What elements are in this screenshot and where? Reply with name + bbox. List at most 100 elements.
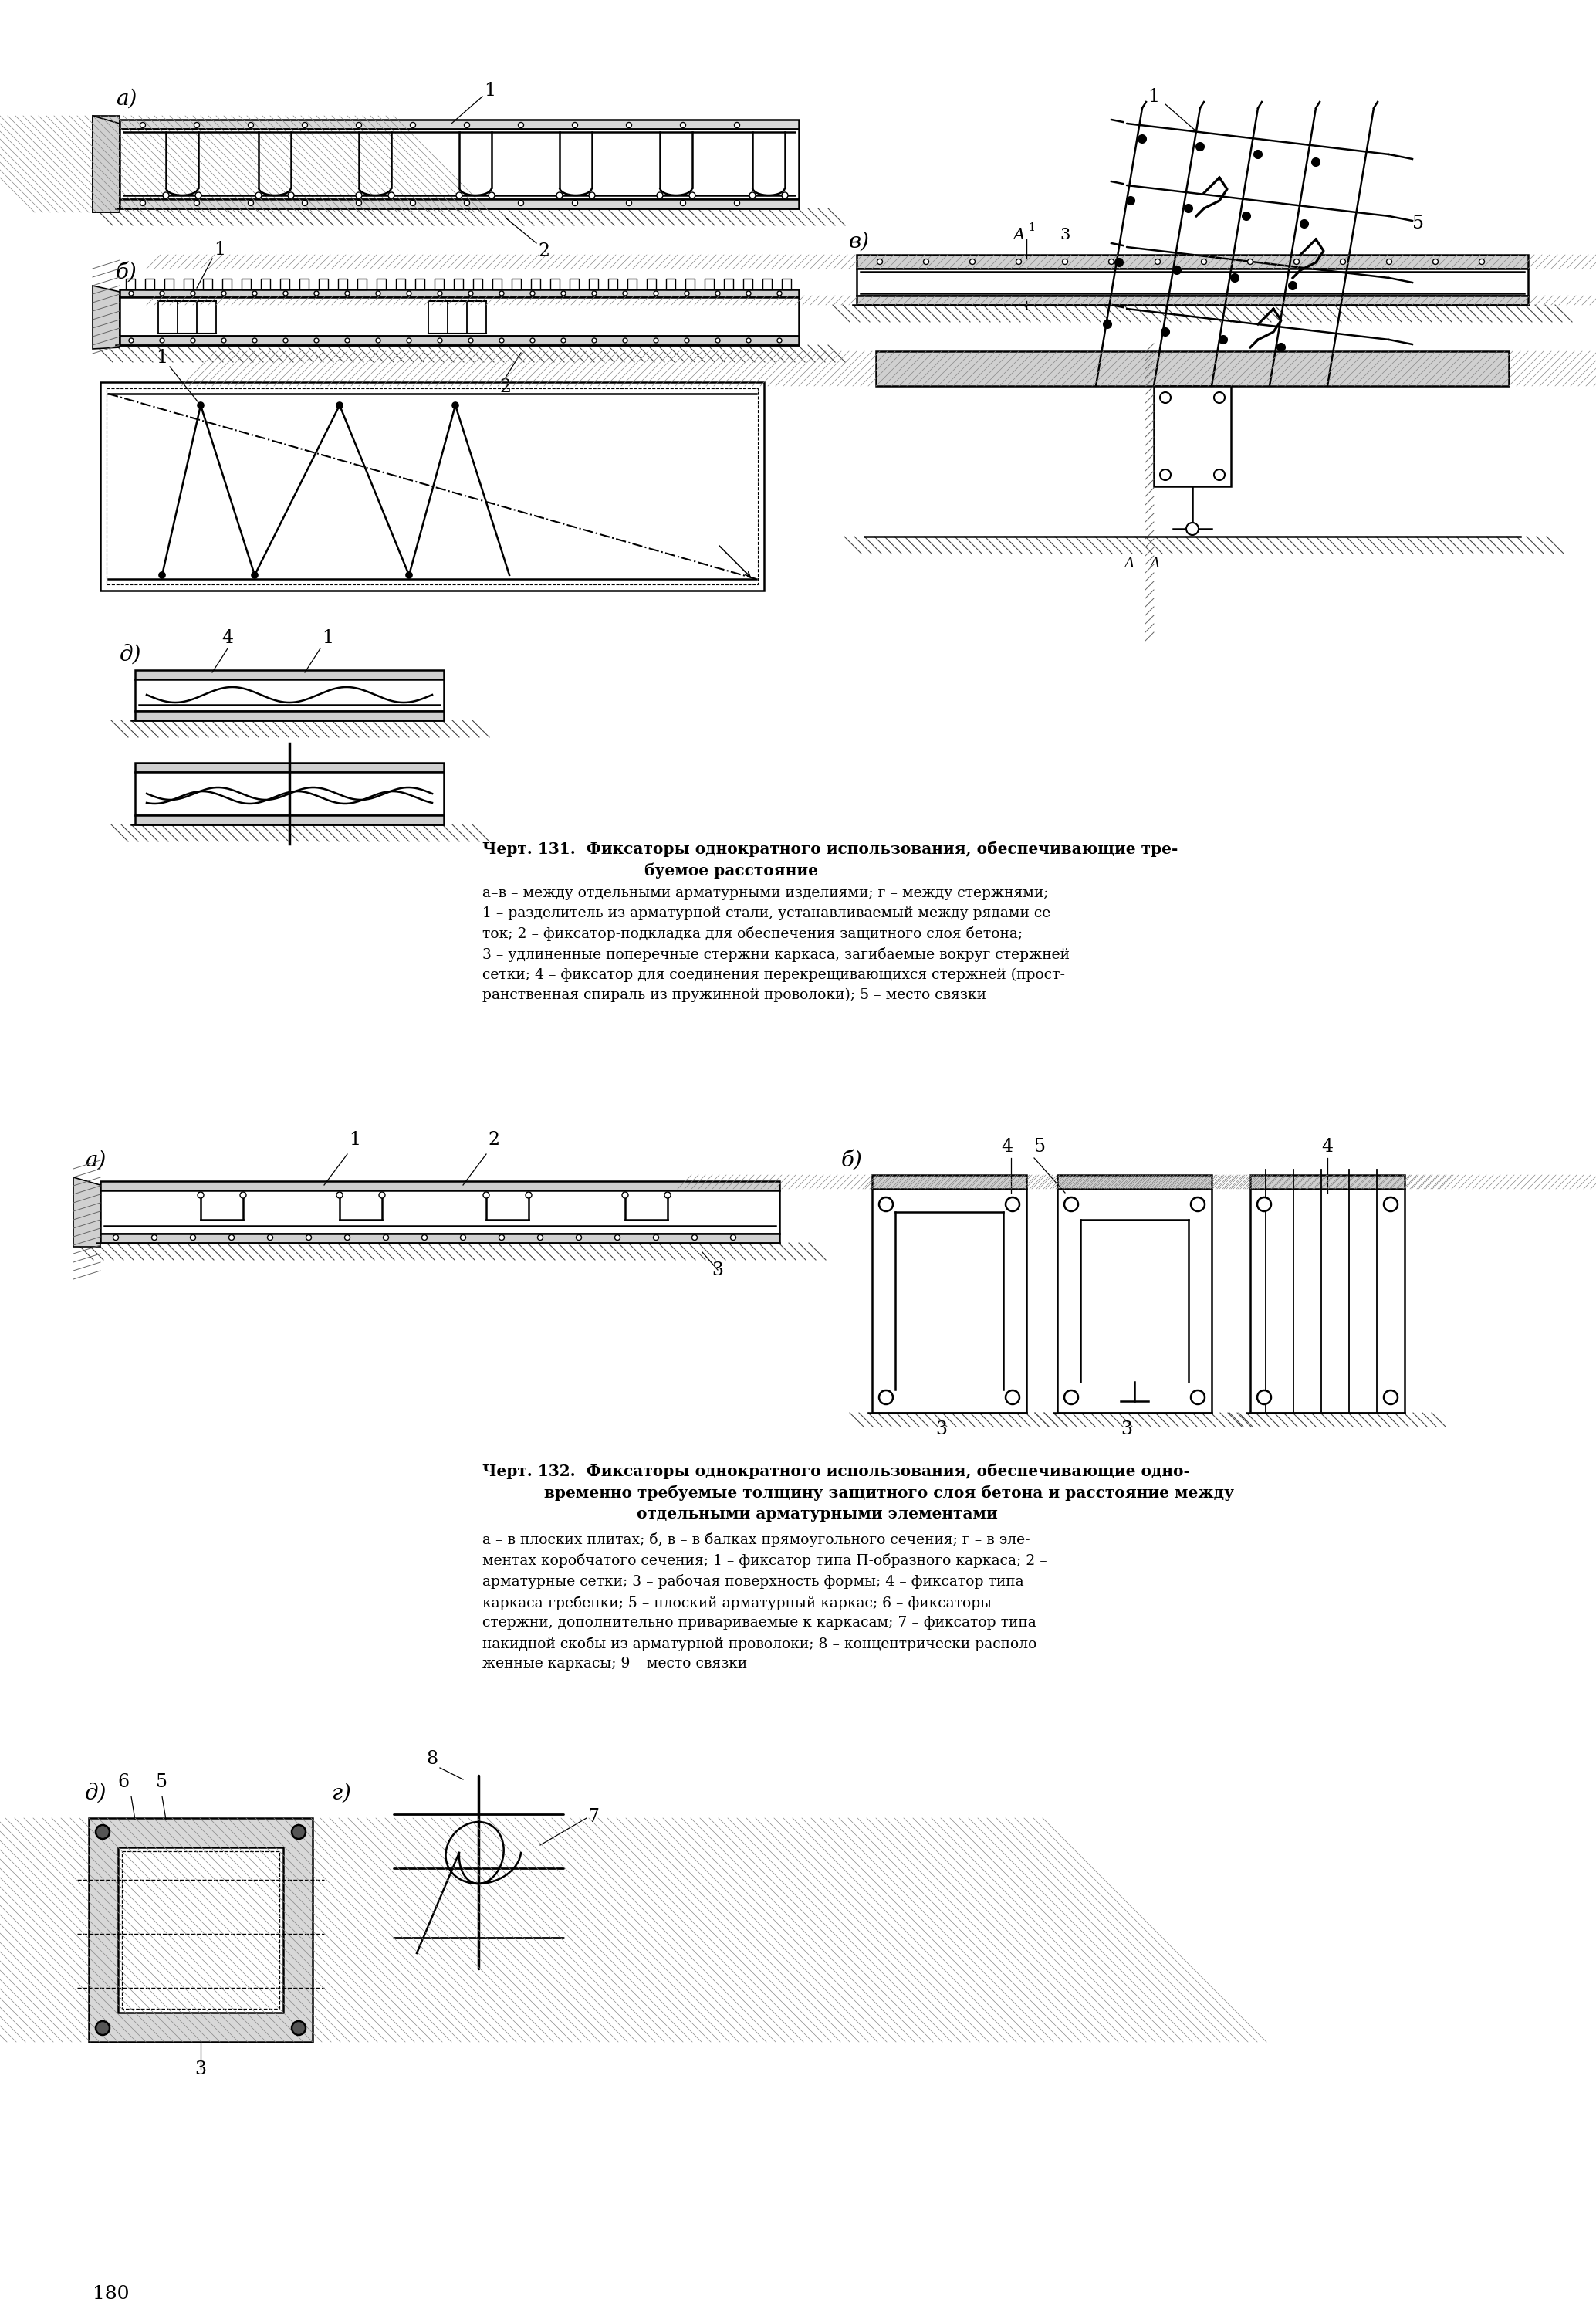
Circle shape [287,192,294,199]
Bar [101,382,764,591]
Circle shape [589,192,595,199]
Circle shape [383,1234,388,1241]
Bar [453,278,463,290]
Text: 2: 2 [538,243,551,259]
Bar [120,290,798,296]
Bar [319,278,329,290]
Text: 1: 1 [214,241,225,259]
Bar [136,679,444,711]
Circle shape [1160,470,1171,479]
Bar [107,389,758,584]
Bar [1250,1188,1404,1413]
Circle shape [573,201,578,206]
Circle shape [437,338,442,343]
Bar [763,278,772,290]
Circle shape [1387,259,1392,264]
Circle shape [1156,259,1160,264]
Bar [120,120,798,130]
Circle shape [345,292,350,296]
Circle shape [653,1234,659,1241]
Bar [589,278,598,290]
Circle shape [626,201,632,206]
Bar [685,278,694,290]
Circle shape [1162,329,1170,336]
Circle shape [140,123,145,127]
Circle shape [680,123,686,127]
Circle shape [460,1234,466,1241]
Circle shape [879,1197,892,1211]
Circle shape [469,338,472,343]
Circle shape [1290,283,1296,290]
Circle shape [1197,144,1203,151]
Circle shape [519,201,523,206]
Circle shape [562,292,565,296]
Bar [358,278,367,290]
Bar [136,669,444,679]
Circle shape [879,1390,892,1403]
Circle shape [198,403,204,408]
Circle shape [1103,320,1111,329]
Bar [136,815,444,824]
Text: 4: 4 [1321,1137,1333,1156]
Bar [493,278,501,290]
Circle shape [464,201,469,206]
Bar [136,762,444,771]
Circle shape [1215,470,1224,479]
Text: г): г) [332,1783,351,1804]
Circle shape [314,292,319,296]
Text: 5: 5 [1412,215,1424,234]
Polygon shape [93,116,120,213]
Circle shape [750,192,755,199]
Bar [222,278,231,290]
Circle shape [782,192,788,199]
Text: б): б) [117,262,137,283]
Circle shape [410,123,415,127]
Circle shape [715,292,720,296]
Bar [118,1848,282,2013]
Circle shape [680,201,686,206]
Bar [744,278,752,290]
Circle shape [375,338,380,343]
Circle shape [1191,1390,1205,1403]
Circle shape [685,292,689,296]
Bar [1250,1174,1404,1188]
Circle shape [152,1234,156,1241]
Circle shape [1116,259,1124,266]
Circle shape [1384,1197,1398,1211]
Text: 8: 8 [426,1751,437,1767]
Bar [725,278,733,290]
Bar [145,278,155,290]
Circle shape [1341,259,1345,264]
Bar [377,278,386,290]
Circle shape [239,1193,246,1197]
Bar [857,269,1527,296]
Text: д): д) [120,644,142,665]
Text: 1: 1 [322,630,334,646]
Text: 1: 1 [1028,222,1034,234]
Circle shape [538,1234,543,1241]
Circle shape [530,338,535,343]
Text: а): а) [117,88,137,109]
Circle shape [1005,1390,1020,1403]
Text: временно требуемые толщину защитного слоя бетона и расстояние между: временно требуемые толщину защитного сло… [544,1485,1234,1501]
Circle shape [247,201,254,206]
Circle shape [592,292,597,296]
Text: б): б) [841,1151,863,1172]
Bar [338,278,348,290]
Text: 1: 1 [350,1130,361,1149]
Circle shape [268,1234,273,1241]
Circle shape [96,2022,110,2036]
Circle shape [1258,1390,1270,1403]
Text: А: А [1012,229,1025,243]
Circle shape [1160,391,1171,403]
Circle shape [356,123,362,127]
Circle shape [190,1234,196,1241]
Bar [121,1850,279,2008]
Circle shape [345,338,350,343]
Circle shape [747,292,752,296]
Text: 3: 3 [935,1420,948,1438]
Bar [136,771,444,815]
Bar [300,278,308,290]
Circle shape [252,572,259,579]
Bar [120,199,798,208]
